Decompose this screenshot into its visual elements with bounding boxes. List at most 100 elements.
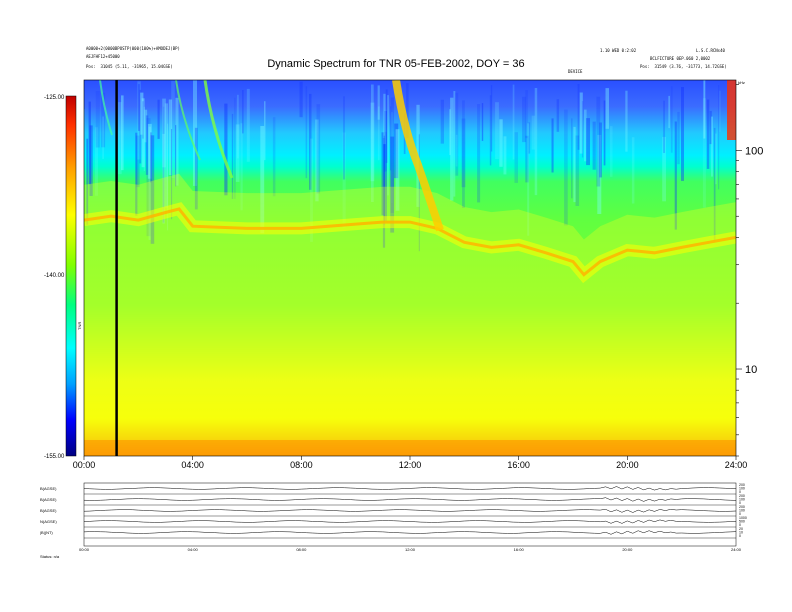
noise-streak bbox=[382, 138, 386, 248]
noise-streak bbox=[579, 92, 583, 154]
noise-streak bbox=[525, 135, 529, 183]
noise-streak bbox=[522, 96, 527, 143]
y-tick-label: 10 bbox=[745, 364, 757, 376]
noise-streak bbox=[194, 127, 198, 210]
noise-streak bbox=[235, 124, 240, 182]
panel-label: B(AGSE) bbox=[40, 508, 57, 513]
noise-streak bbox=[193, 80, 197, 186]
noise-streak bbox=[495, 102, 499, 160]
noise-streak bbox=[168, 99, 173, 175]
noise-streak bbox=[383, 135, 385, 225]
noise-streak bbox=[702, 98, 706, 208]
noise-streak bbox=[713, 127, 716, 242]
colorbar bbox=[65, 95, 77, 457]
noise-streaks bbox=[84, 80, 721, 252]
panel-right-tick: 0 bbox=[739, 534, 741, 538]
noise-streak bbox=[527, 123, 530, 236]
noise-streak bbox=[135, 132, 138, 216]
type3-burst-faint-1 bbox=[203, 80, 234, 179]
corner-unit-label: kHz bbox=[738, 80, 745, 85]
noise-streak bbox=[88, 101, 91, 185]
x-tick-label: 16:00 bbox=[507, 460, 530, 470]
header-left-line-3: Pos: 31045 (5.11, -31965, 15.04GSE) bbox=[86, 64, 173, 69]
panel-x-tick-label: 20:00 bbox=[622, 547, 633, 552]
header-right-line-2: L.S.C.RCNs40 bbox=[696, 48, 725, 53]
noise-streak bbox=[514, 132, 518, 183]
header-left-line-1: A0000+2(0000BPOSTP)000(100%)+AMODEJ(BP) bbox=[86, 46, 180, 51]
header-right-line-1: 1.10 WED 0:2:02 bbox=[600, 48, 637, 53]
noise-streak bbox=[512, 84, 515, 160]
noise-streak bbox=[342, 132, 346, 228]
noise-streak bbox=[597, 134, 602, 214]
panel-right-tick: 500 bbox=[739, 520, 745, 524]
panel-trace bbox=[83, 519, 737, 524]
noise-streak bbox=[84, 109, 86, 181]
noise-streak bbox=[395, 129, 400, 211]
noise-streak bbox=[150, 135, 155, 244]
noise-streak bbox=[237, 94, 239, 159]
bottom-footer: Status: n/a bbox=[40, 554, 60, 559]
noise-streak bbox=[384, 131, 387, 172]
noise-streak bbox=[164, 103, 168, 208]
noise-streak bbox=[377, 85, 380, 120]
noise-streak bbox=[449, 109, 451, 156]
noise-streak bbox=[371, 84, 374, 202]
noise-streak bbox=[592, 121, 596, 170]
panel-label: B(AGSE) bbox=[40, 486, 57, 491]
noise-streak bbox=[377, 106, 380, 161]
noise-streak bbox=[564, 109, 568, 226]
x-tick-label: 24:00 bbox=[725, 460, 748, 470]
noise-streak bbox=[605, 88, 609, 129]
noise-streak bbox=[418, 134, 420, 252]
header-right-line-4: Pos: 31549 (3.76, -31773, 14.72GSE) bbox=[640, 64, 727, 69]
panel-frame bbox=[83, 482, 737, 547]
noise-streak bbox=[385, 89, 388, 163]
x-tick-label: 20:00 bbox=[616, 460, 639, 470]
noise-streak bbox=[631, 137, 635, 204]
type3-burst-main bbox=[392, 80, 444, 232]
noise-streak bbox=[94, 127, 98, 196]
noise-streak bbox=[662, 136, 666, 202]
noise-streak bbox=[260, 126, 265, 234]
emission-band-upper bbox=[84, 173, 736, 456]
noise-streak bbox=[143, 106, 145, 171]
noise-streak bbox=[481, 103, 484, 141]
noise-streak bbox=[101, 92, 106, 148]
panel-right-tick: 0 bbox=[739, 523, 741, 527]
noise-streak bbox=[490, 85, 493, 152]
noise-streak bbox=[670, 86, 673, 153]
noise-streak bbox=[175, 125, 177, 187]
panel-trace bbox=[83, 497, 737, 502]
noise-streak bbox=[242, 90, 244, 134]
noise-streak bbox=[95, 91, 100, 148]
noise-streak bbox=[310, 138, 313, 242]
noise-streak bbox=[89, 125, 93, 196]
noise-streak bbox=[150, 132, 153, 183]
noise-streak bbox=[142, 101, 144, 139]
noise-streak bbox=[370, 102, 375, 182]
noise-streak bbox=[462, 100, 465, 208]
panel-right-tick: 20 bbox=[739, 527, 743, 531]
noise-streak bbox=[121, 95, 124, 171]
panel-right-tick: 10 bbox=[739, 531, 743, 535]
colorbar-label: TNR bbox=[77, 322, 82, 330]
chart-title: Dynamic Spectrum for TNR 05-FEB-2002, DO… bbox=[267, 58, 525, 70]
noise-streak bbox=[138, 84, 140, 131]
noise-streak bbox=[703, 80, 706, 139]
colorbar-tick-top: -125.00 bbox=[44, 95, 65, 101]
header-mid-label: DEVICE bbox=[568, 69, 583, 74]
noise-streak bbox=[117, 102, 122, 175]
noise-streak bbox=[139, 89, 142, 164]
panel-right-tick: 100 bbox=[739, 498, 745, 502]
colorbar-tick-mid: -140.00 bbox=[44, 273, 65, 279]
panel-right-tick: 200 bbox=[739, 483, 745, 487]
noise-streak bbox=[157, 99, 160, 139]
noise-streak bbox=[677, 111, 680, 165]
panel-label: |B|(NT) bbox=[40, 530, 53, 535]
noise-streak bbox=[450, 97, 454, 201]
panel-x-tick-label: 12:00 bbox=[405, 547, 416, 552]
noise-streak bbox=[343, 96, 345, 180]
noise-streak bbox=[499, 119, 503, 167]
noise-streak bbox=[453, 91, 456, 197]
noise-streak bbox=[406, 83, 409, 139]
